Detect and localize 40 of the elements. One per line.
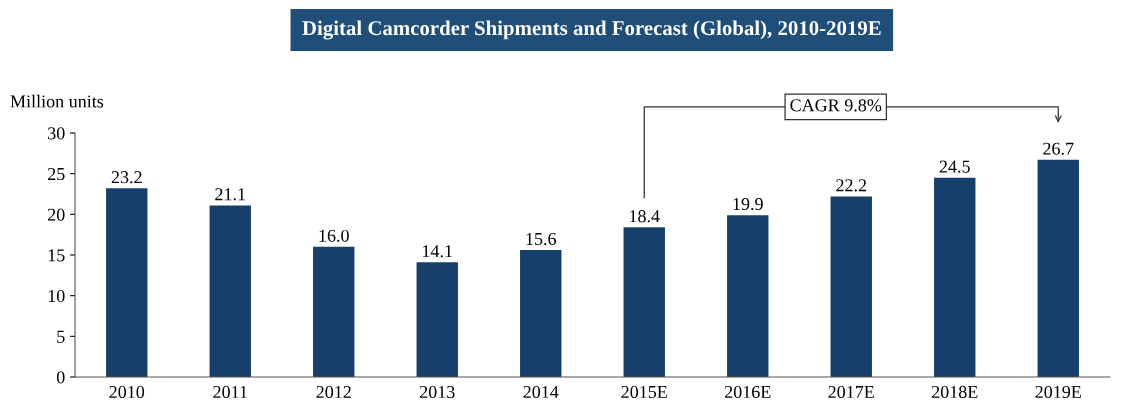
y-tick-label: 30 [48, 127, 65, 140]
chart-title: Digital Camcorder Shipments and Forecast (Global), 2010-2019E [302, 20, 881, 40]
data-label: 16.0 [319, 229, 349, 242]
data-label: 21.1 [215, 188, 245, 201]
data-label: 24.5 [939, 160, 970, 173]
bar [934, 177, 976, 377]
bar [416, 262, 458, 377]
text: CAGR 9.8% [790, 99, 882, 112]
bar [313, 246, 355, 377]
bar [1037, 159, 1079, 377]
x-tick-label: 2013 [419, 385, 455, 399]
x-tick-label: 2017E [828, 385, 874, 399]
y-tick-label: 5 [57, 330, 65, 343]
bar [623, 227, 665, 377]
bar [520, 250, 562, 377]
x-tick-label: 2018E [931, 385, 978, 399]
data-label: 22.2 [836, 179, 867, 192]
x-tick-label: 2011 [213, 385, 247, 399]
y-tick-label: 10 [48, 289, 65, 303]
y-tick-label: 20 [48, 208, 65, 221]
x-tick-label: 2015E [621, 385, 667, 399]
data-label: 26.7 [1043, 142, 1074, 155]
data-label: 23.2 [111, 171, 142, 184]
bar [727, 215, 769, 377]
data-label: 19.9 [733, 197, 763, 211]
x-tick-label: 2010 [109, 385, 145, 399]
x-tick-label: 2014 [523, 385, 559, 399]
y-tick-label: 25 [48, 167, 65, 181]
data-label: 18.4 [630, 210, 660, 223]
bar [106, 188, 148, 377]
x-tick-label: 2019E [1035, 385, 1081, 399]
x-tick-label: 2012 [316, 385, 351, 399]
y-tick-label: 0 [56, 371, 65, 384]
x-tick-label: 2016E [724, 385, 771, 399]
data-label: 15.6 [526, 232, 557, 246]
y-tick-label: 15 [48, 249, 65, 262]
data-label: 14.1 [423, 245, 452, 258]
y-axis-title: Million units [10, 94, 104, 108]
bar [830, 196, 872, 377]
bar [209, 205, 251, 377]
